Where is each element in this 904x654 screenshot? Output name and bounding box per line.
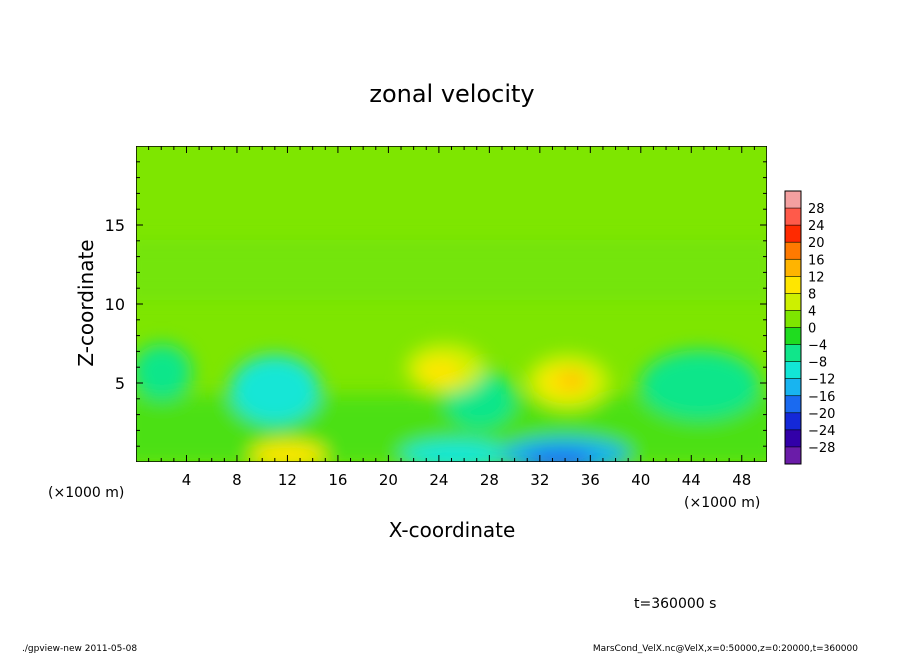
colorbar-swatch [785,276,801,294]
colorbar-swatch [785,293,801,311]
colorbar-label: −16 [808,390,835,405]
time-label: t=360000 s [634,596,716,612]
chart-title: zonal velocity [369,80,534,108]
x-tick-label: 44 [682,471,701,489]
x-tick-label: 32 [530,471,549,489]
y-tick-label: 10 [105,295,125,314]
x-tick-label: 8 [232,471,242,489]
field-cyan-lobe-mid [230,355,320,425]
field-surface-yellow [250,441,326,462]
x-tick-label: 24 [429,471,448,489]
y-tick-label: 5 [115,374,125,393]
x-tick-label: 28 [480,471,499,489]
colorbar: 28 24 20 16 12 8 4 0 −4 −8 −12 −16 −20 −24 −28 [784,190,835,465]
y-axis-label: Z-coordinate [74,239,98,366]
colorbar-swatch [785,395,801,414]
footer-left: ./gpview-new 2011-05-08 [22,644,137,654]
colorbar-label: 8 [808,287,816,302]
field-max-core [560,373,584,387]
colorbar-swatch [785,344,801,363]
colorbar-swatch [785,412,801,431]
colorbar-label: 4 [808,304,816,319]
colorbar-label: 24 [808,219,825,234]
colorbar-swatch [785,429,801,448]
colorbar-label: 0 [808,322,816,337]
colorbar-swatch [785,225,801,243]
colorbar-swatch [785,191,801,209]
field-cyan-lobe-right [640,350,760,420]
x-tick-label: 12 [278,471,297,489]
colorbar-swatch [785,310,801,328]
field-band-upper [136,240,767,300]
x-unit-left: (×1000 m) [48,485,124,501]
field-surface-cyan [400,439,510,462]
x-tick-label: 48 [732,471,751,489]
colorbar-label: −8 [808,356,827,371]
field-cyan-lobe-left [136,344,192,400]
colorbar-label: −28 [808,441,835,456]
colorbar-label: 12 [808,270,825,285]
field-surface-blue-core [525,450,595,462]
colorbar-swatch [785,361,801,380]
colorbar-label: −24 [808,424,835,439]
y-tick-label: 15 [105,216,125,235]
x-axis-label: X-coordinate [389,518,516,542]
x-tick-label: 40 [631,471,650,489]
x-tick-label: 20 [379,471,398,489]
x-axis: 4 8 12 16 20 24 28 32 36 40 44 48 [148,146,755,489]
colorbar-label: 28 [808,202,825,217]
x-tick-label: 4 [182,471,192,489]
x-tick-label: 36 [581,471,600,489]
colorbar-label: 16 [808,253,825,268]
footer-right: MarsCond_VelX.nc@VelX,x=0:50000,z=0:2000… [593,644,858,654]
colorbar-swatch [785,327,801,346]
colorbar-swatch [785,242,801,260]
colorbar-swatch [785,208,801,226]
colorbar-label: −4 [808,339,827,354]
x-tick-label: 16 [328,471,347,489]
y-axis: 5 10 15 [105,161,767,447]
field-yellow-core [418,358,462,386]
colorbar-label: −12 [808,373,835,388]
colorbar-swatch [785,446,801,465]
colorbar-swatch [785,378,801,397]
plot-area [136,146,767,462]
colorbar-label: 20 [808,236,825,251]
colorbar-label: −20 [808,407,835,422]
x-unit-right: (×1000 m) [684,495,760,511]
colorbar-swatch [785,259,801,277]
